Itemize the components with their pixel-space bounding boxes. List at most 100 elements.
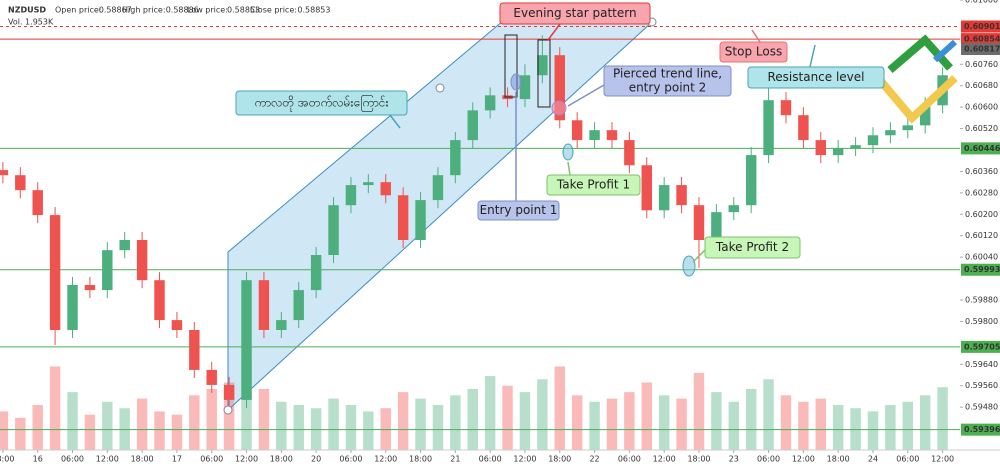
annotation-text: entry point 2 xyxy=(629,81,707,95)
x-tick-label: 24 xyxy=(868,455,878,464)
candle-body xyxy=(850,145,861,149)
volume-bar xyxy=(363,411,374,450)
volume-bar xyxy=(502,385,513,450)
candle-body xyxy=(102,250,113,291)
candle-body xyxy=(293,290,304,321)
x-tick-label: 12:00 xyxy=(235,455,258,464)
volume-bar xyxy=(728,401,739,450)
candle-body xyxy=(450,140,461,176)
x-tick-label: 23 xyxy=(729,455,739,464)
volume-bar xyxy=(397,392,409,450)
level-tag xyxy=(961,340,1000,353)
level-label: 0.59705 xyxy=(964,342,1000,351)
candle-body xyxy=(798,115,809,141)
y-tick-label: 0.60760 xyxy=(965,60,998,69)
candle-body xyxy=(171,320,183,330)
volume-bar xyxy=(67,392,78,450)
callout-pointer xyxy=(567,161,571,176)
volume-bar xyxy=(467,388,478,450)
callout-pointer xyxy=(751,29,761,43)
candle-body xyxy=(154,280,165,321)
y-tick-label: 0.59800 xyxy=(965,317,998,326)
volume-bar xyxy=(415,398,426,450)
channel-handle xyxy=(223,405,233,415)
x-tick-label: 18:00 xyxy=(827,455,850,464)
annotation-text: Resistance level xyxy=(767,70,864,84)
candle-body xyxy=(328,205,339,255)
volume-bar xyxy=(624,392,635,450)
x-tick-label: 06:00 xyxy=(200,455,223,464)
volume-bar xyxy=(711,392,722,450)
candle-body xyxy=(67,285,78,330)
volume-bar xyxy=(519,392,531,450)
header-field-value: 0.58867 xyxy=(99,6,132,15)
x-tick-label: 20 xyxy=(311,455,321,464)
annotation-text: Take Profit 1 xyxy=(556,178,630,192)
level-label: 0.60817 xyxy=(964,45,1000,54)
callout-pointer xyxy=(567,84,605,107)
annotation-box xyxy=(747,66,885,89)
callout-pointer xyxy=(809,44,816,68)
x-tick-label: 06:00 xyxy=(757,455,780,464)
candle-body xyxy=(885,130,896,136)
pattern-box xyxy=(537,39,551,108)
y-tick-label: 0.59480 xyxy=(965,403,998,412)
volume-bar xyxy=(554,366,565,450)
candle-body xyxy=(49,215,61,330)
x-tick-label: 06:00 xyxy=(896,455,919,464)
x-tick-label: 06:00 xyxy=(339,455,362,464)
volume-bar xyxy=(693,372,705,450)
x-tick-label: 21 xyxy=(450,455,460,464)
volume-bar xyxy=(189,395,200,450)
candle-body xyxy=(310,255,322,291)
candle-body xyxy=(397,195,409,240)
y-tick-label: 0.60680 xyxy=(965,81,998,90)
header-field-value: 0.58886 xyxy=(166,6,199,15)
candle-body xyxy=(276,320,287,330)
volume-bar xyxy=(937,387,948,450)
marker xyxy=(510,73,522,91)
x-tick-label: 06:00 xyxy=(618,455,641,464)
candle-body xyxy=(554,55,565,121)
candle-body xyxy=(815,140,827,156)
annotation-text: Pierced trend line, xyxy=(613,67,722,81)
volume-bar xyxy=(606,398,618,450)
x-tick-label: 12:00 xyxy=(374,455,397,464)
level-label: 0.59396 xyxy=(964,425,1000,434)
candle-body xyxy=(902,125,914,131)
volume-bar xyxy=(850,408,861,450)
y-tick-label: 0.61000 xyxy=(965,0,998,5)
x-tick-label: 12:00 xyxy=(792,455,815,464)
candle-body xyxy=(415,200,426,240)
volume-bar xyxy=(171,414,183,450)
candle-body xyxy=(380,182,391,196)
volume-bar xyxy=(206,388,217,450)
candle-body xyxy=(693,205,705,240)
volume-bar xyxy=(815,398,827,450)
volume-bar xyxy=(258,388,270,450)
candle-body xyxy=(345,185,357,206)
volume-bar xyxy=(49,366,61,450)
x-tick-label: 12:00 xyxy=(513,455,536,464)
level-tag xyxy=(961,33,1000,46)
annotation-text: Stop Loss xyxy=(725,45,782,59)
volume-bar xyxy=(276,401,287,450)
volume-bar xyxy=(328,398,339,450)
volume-bar xyxy=(119,408,130,450)
logo xyxy=(876,75,958,124)
volume-bar xyxy=(885,405,896,450)
header-field-name: Open price: xyxy=(55,6,102,15)
candle-body xyxy=(32,190,43,216)
candle-body xyxy=(223,384,235,400)
y-tick-label: 0.59560 xyxy=(965,381,998,390)
x-tick-label: 17 xyxy=(172,455,182,464)
volume-bar xyxy=(380,408,391,450)
x-tick-label: 06:00 xyxy=(479,455,502,464)
candle-body xyxy=(119,240,130,251)
candle-body xyxy=(537,55,548,76)
volume-bar xyxy=(902,401,914,450)
x-tick-label: 06:00 xyxy=(61,455,84,464)
volume-bar xyxy=(919,395,931,450)
candle-body xyxy=(745,155,757,206)
